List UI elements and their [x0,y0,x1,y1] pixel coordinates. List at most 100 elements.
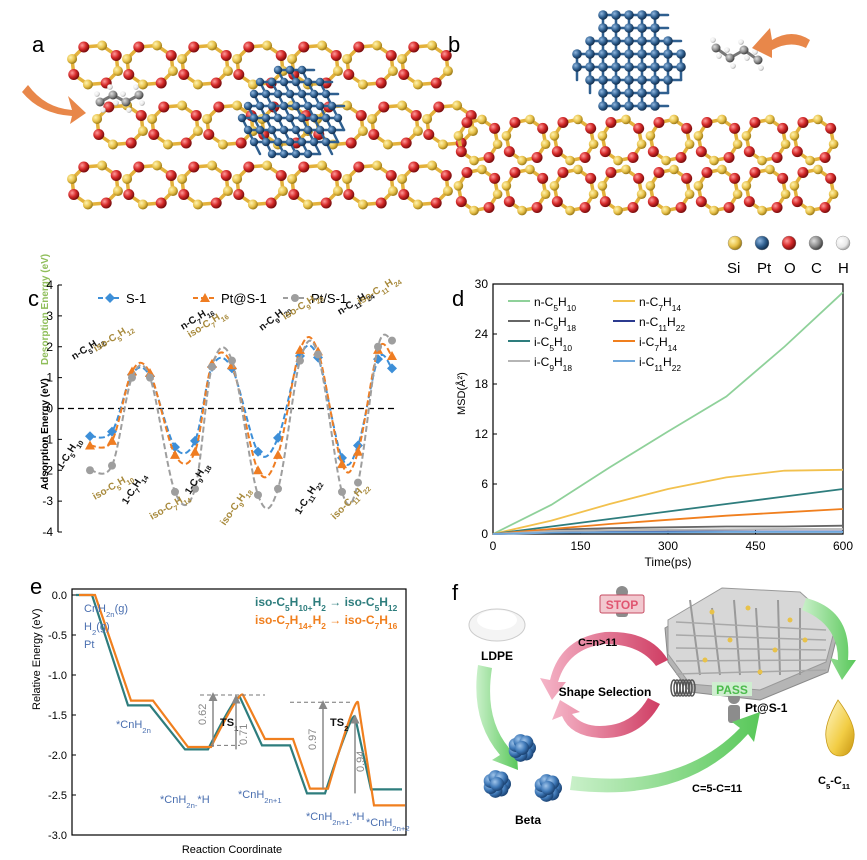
element-legend: Si Pt O C H [727,235,851,277]
chart-e-ytick-label: -1.0 [48,670,67,682]
chart-c-adsorption-label: 1-C7H14 [120,471,150,508]
silicon-atom [588,189,599,199]
oxygen-atom [400,137,412,149]
platinum-atom [650,75,660,85]
silicon-atom [67,173,78,184]
silicon-atom [828,189,839,199]
silicon-atom [342,100,353,111]
silicon-atom [152,160,163,171]
hydrogen-atom [133,84,139,90]
chart-c-ytick-label: -1 [42,432,53,446]
oxygen-atom [243,161,255,173]
silicon-atom [232,173,243,184]
platinum-atom [279,125,289,135]
silicon-atom [92,113,103,124]
long-chain-label: C=n>11 [578,637,617,649]
oxygen-atom [190,109,202,121]
oxygen-atom [330,169,342,181]
silicon-atom [412,79,423,90]
silicon-atom [232,100,243,111]
chart-d-series-line-7 [492,531,843,535]
chart-c-adsorption-label: 1-C11H22 [293,478,325,518]
carbon-atom [108,90,118,100]
platinum-atom [273,89,283,99]
silicon-atom [732,189,743,199]
carbon-atom [711,43,721,53]
maze-wall [675,647,827,651]
silicon-atom [342,173,353,184]
chart-c-point [85,440,95,450]
oxygen-atom [777,122,789,134]
silicon-atom [517,205,527,216]
chart-c-desorption-label: iso-C5H12 [92,322,136,357]
oxygen-atom [345,137,357,149]
silicon-atom [357,126,368,137]
oxygen-atom [455,196,467,208]
silicon-atom [442,186,453,197]
pink-arrow-return [552,698,660,739]
oxygen-atom [537,122,549,134]
oxygen-atom [430,197,442,209]
chart-c-adsorption-label: 1-C5H10 [55,436,85,473]
silicon-atom [765,114,775,125]
platinum-atom [598,88,608,98]
chart-d-ytick-label: 24 [475,327,489,341]
oxygen-atom [78,41,90,53]
chart-c-point [388,336,396,345]
oxygen-atom [440,169,452,181]
chart-d-series-line-1 [492,468,844,535]
oxygen-atom [749,116,761,128]
chart-c-point [253,446,263,457]
chart-c-point [170,449,180,459]
oxygen-atom [133,41,145,53]
platinum-atom [249,137,259,147]
silicon-atom [492,139,503,149]
platinum-atom [291,125,301,135]
hydrogen-atom [758,65,764,71]
oxygen-atom [585,122,597,134]
platinum-atom [303,125,313,135]
silicon-atom [97,40,108,51]
chart-d-legend-label: i-C7H14 [639,335,677,353]
platinum-atom [243,101,253,111]
silicon-atom [636,189,647,199]
chart-d-series-line-5 [492,508,844,535]
chart-d-xtick-label: 0 [490,539,497,553]
platinum-atom [637,49,647,59]
platinum-atom [291,101,301,111]
panel-label-e: e [30,574,42,599]
chart-c-ylabel: Adsorption Energy (eV) [40,378,51,490]
platinum-atom [267,77,277,87]
silicon-atom [467,126,478,137]
oxygen-atom [579,152,591,164]
silicon-atom [573,164,583,175]
silicon-atom [613,205,623,216]
maze-pt-site [727,637,733,643]
silicon-atom [453,181,464,191]
chart-d-xtick-label: 300 [658,539,678,553]
platinum-atom [663,62,673,72]
platinum-atom [572,62,582,72]
platinum-atom [598,101,608,111]
platinum-atom [585,49,595,59]
chart-e-state-label: *CnH2n [116,719,151,735]
platinum-atom [611,36,621,46]
oxygen-atom [178,189,190,201]
oxygen-atom [203,129,215,141]
silicon-atom [202,113,213,124]
oxygen-atom [633,172,645,184]
silicon-atom [492,189,503,199]
platinum-atom [315,101,325,111]
chart-e-ytick-label: -1.5 [48,710,67,722]
oxygen-atom [675,152,687,164]
silicon-atom [342,53,353,64]
chart-e-barrier-label: 0.97 [307,729,319,750]
spring-coil [688,679,696,697]
panel-a-structure [22,40,478,210]
oxygen-atom [771,152,783,164]
oxygen-atom [213,101,225,113]
chart-c-point [190,446,200,456]
platinum-atom [637,75,647,85]
oxygen-atom [723,152,735,164]
maze-pt-site [709,609,715,615]
